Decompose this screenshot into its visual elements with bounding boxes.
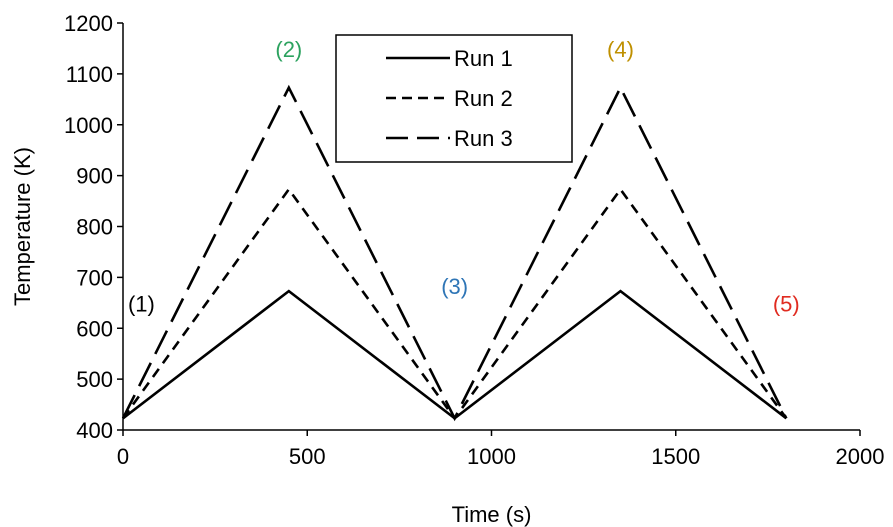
annotation-label: (1) — [128, 291, 155, 316]
y-tick-label: 1000 — [64, 113, 113, 138]
legend-label: Run 1 — [454, 46, 513, 71]
x-axis-title: Time (s) — [452, 502, 532, 527]
series-line-run-2 — [123, 189, 786, 418]
x-tick-label: 1500 — [651, 444, 700, 469]
y-tick-label: 800 — [76, 215, 113, 240]
y-tick-label: 600 — [76, 316, 113, 341]
legend-label: Run 3 — [454, 126, 513, 151]
annotation-label: (5) — [773, 291, 800, 316]
y-tick-label: 1100 — [66, 62, 113, 87]
legend-label: Run 2 — [454, 86, 513, 111]
y-tick-label: 700 — [76, 265, 113, 290]
x-tick-label: 1000 — [467, 444, 516, 469]
x-tick-label: 500 — [289, 444, 326, 469]
series-line-run-1 — [123, 291, 786, 418]
x-tick-label: 0 — [117, 444, 129, 469]
annotation-label: (3) — [441, 274, 468, 299]
y-tick-label: 500 — [76, 367, 113, 392]
x-tick-label: 2000 — [836, 444, 885, 469]
y-tick-label: 400 — [76, 418, 113, 443]
annotation-label: (2) — [275, 37, 302, 62]
annotation-label: (4) — [607, 37, 634, 62]
legend: Run 1 Run 2 Run 3 — [336, 35, 572, 162]
y-tick-label: 1200 — [64, 11, 113, 36]
y-axis-title: Temperature (K) — [10, 147, 35, 306]
y-tick-label: 900 — [76, 164, 113, 189]
